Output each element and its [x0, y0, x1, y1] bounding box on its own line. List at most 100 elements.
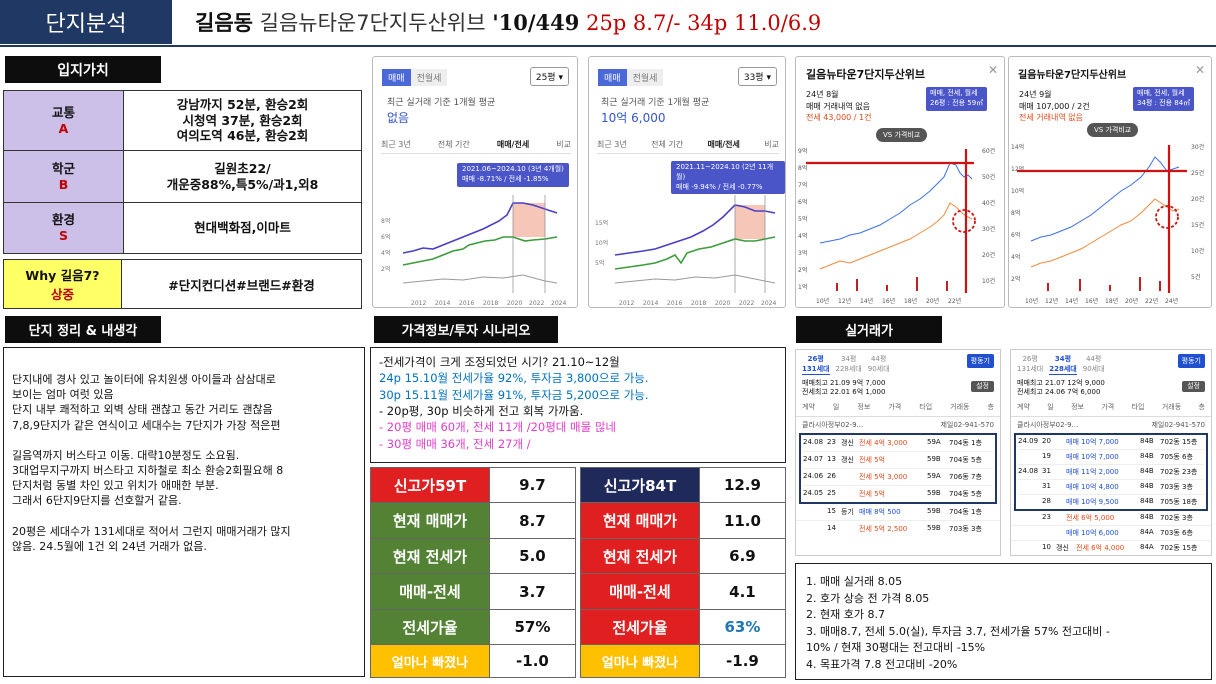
- panel3-badge[interactable]: 매매, 전세, 월세 26평 : 전용 59㎡: [926, 87, 988, 111]
- panel4-xtick: 16년: [1085, 297, 1098, 305]
- why-row: Why 길음7? 상중 #단지컨디션#브랜드#환경: [3, 259, 362, 309]
- title-complex: 길음뉴타운7단지두산위브: [259, 11, 486, 35]
- notes-body: 단지내에 경사 있고 놀이터에 유치원생 아이들과 삼삼대로 보이는 엄마 여럿…: [12, 373, 291, 553]
- summary-line: 2. 호가 상승 전 가격 8.05: [806, 591, 930, 605]
- table-row: 24.08 23 갱신 전세 4억 3,000 59A 704동 1층: [803, 435, 993, 452]
- cell: 14: [827, 523, 836, 532]
- cell: 24.08: [1018, 466, 1039, 475]
- metric-label: 얼마나 빠졌나: [370, 644, 490, 678]
- chart1-period-compare[interactable]: 비교: [556, 140, 571, 149]
- metric-row: 매매-전세 4.1: [580, 573, 787, 610]
- panel3-ytick: 3억: [798, 249, 807, 257]
- cell: 10: [1042, 542, 1051, 551]
- cell: [1056, 452, 1066, 462]
- panel4-compare-button[interactable]: VS 가격비교: [1087, 123, 1139, 137]
- cell: 매매 10억 7,000: [1066, 452, 1119, 461]
- trades84-setting-button[interactable]: 설정: [1182, 381, 1205, 393]
- title-district: 길음동: [195, 11, 253, 35]
- notes-box: 단지내에 경사 있고 놀이터에 유치원생 아이들과 삼삼대로 보이는 엄마 여럿…: [3, 347, 365, 677]
- chart1-period-3y[interactable]: 최근 3년: [381, 140, 411, 149]
- cell: 매매 8억 500: [859, 507, 901, 516]
- panel4-badge-size: 34평 : 전용 84㎡: [1137, 98, 1191, 107]
- table-row: 24.08 31 매매 11억 2,000 84B 702동 23층: [1018, 465, 1204, 480]
- agent-name: 제일02-941-570: [1151, 420, 1205, 429]
- chart1-size-select[interactable]: 25평 ▾: [529, 67, 569, 86]
- chart1-size-value: 25평: [535, 73, 556, 83]
- cell: 704동 1층: [949, 438, 982, 447]
- panel3-xtick: 12년: [838, 297, 851, 305]
- cell: [803, 507, 827, 517]
- panel3-ytick: 2억: [798, 266, 807, 274]
- scenario-line: - 20p평, 30p 비슷하게 전고 회복 가까움.: [379, 403, 584, 418]
- panel3-ytick: 4억: [798, 232, 807, 240]
- chart2-period-compare[interactable]: 비교: [764, 140, 779, 149]
- trades84-max-sale: 매매최고 21.07 12억 9,000: [1017, 379, 1105, 387]
- close-icon[interactable]: ✕: [1194, 63, 1205, 77]
- metric-value: 12.9: [698, 466, 787, 504]
- panel4-ytick-right: 30건: [1191, 143, 1204, 151]
- trades84-tab-26[interactable]: 26평 131세대: [1017, 355, 1044, 373]
- chart2-xtick: 2016: [667, 300, 682, 307]
- panel3-xtick: 20년: [926, 297, 939, 305]
- trades59-tab-34[interactable]: 34평 228세대: [835, 355, 862, 373]
- trades59-filter-button[interactable]: 평동기: [966, 354, 994, 368]
- trades59-tabs: 26평 131세대 34평 228세대 44평 90세대 평동기: [796, 350, 1000, 379]
- cell: 매매 10억 4,800: [1066, 482, 1119, 491]
- chart1-period-sale-rent[interactable]: 매매/전세: [496, 140, 530, 149]
- table-row: 매매 10억 6,000 84A 703동 6층: [1011, 526, 1211, 541]
- location-cat-school: 학군 B: [3, 150, 124, 203]
- chart1-tabs: 매매 전월세: [382, 69, 448, 86]
- trades84-tab-34[interactable]: 34평 228세대: [1049, 355, 1077, 375]
- chart2-tab-rent[interactable]: 전월세: [626, 69, 664, 86]
- chart2-size-select[interactable]: 33평 ▾: [737, 67, 777, 86]
- metric-label: 현재 매매가: [370, 502, 490, 539]
- trades84-tab-44[interactable]: 44평 90세대: [1082, 355, 1105, 373]
- panel3-highlight-circle: [952, 209, 976, 233]
- chart1-period-all[interactable]: 전체 기간: [437, 140, 470, 149]
- close-icon[interactable]: ✕: [987, 63, 998, 77]
- trades84-columns: 계약 일 정보 가격 타입 거래동 층: [1011, 398, 1211, 417]
- chart2-period-3y[interactable]: 최근 3년: [597, 140, 627, 149]
- cell: 전세 4억 3,000: [859, 438, 908, 447]
- chart2-period-sale-rent[interactable]: 매매/전세: [707, 140, 740, 149]
- cell: 전세 6억 4,000: [1076, 543, 1125, 552]
- chart2-value: 10억 6,000: [601, 111, 666, 125]
- section-tag: 단지분석: [0, 0, 172, 44]
- panel4-xtick: 20년: [1125, 297, 1138, 305]
- cell: 갱신: [841, 438, 854, 447]
- summary-line: 3. 매매8.7, 전세 5.0(실), 투자금 3.7, 전세가율 57% 전…: [806, 624, 1110, 638]
- metric-row: 전세가율 57%: [370, 608, 577, 646]
- chart2-xtick: 2022: [739, 300, 754, 307]
- cell: 24.07: [803, 454, 824, 463]
- summary-box: 1. 매매 실거래 8.05 2. 호가 상승 전 가격 8.05 2. 현재 …: [795, 563, 1212, 680]
- cell: [1056, 467, 1066, 477]
- panel3-ytick-right: 20건: [982, 251, 995, 259]
- cell: [841, 489, 859, 499]
- metric-label: 매매-전세: [580, 573, 700, 610]
- panel3-compare-button[interactable]: VS 가격비교: [876, 128, 928, 142]
- panel4-ytick: 12억: [1011, 165, 1024, 173]
- chart1-tab-rent[interactable]: 전월세: [410, 69, 448, 86]
- trades84-filter-button[interactable]: 평동기: [1177, 354, 1205, 368]
- panel4-xtick: 10년: [1025, 297, 1038, 305]
- chart1-tooltip-period: 2021.06~2024.10 (3년 4개월): [462, 165, 564, 173]
- chart2-tab-sale[interactable]: 매매: [598, 69, 627, 86]
- scenario-box: -전세가격이 크게 조정되었던 시기? 21.10~12월 24p 15.10월…: [370, 347, 786, 463]
- trades59-setting-button[interactable]: 설정: [971, 381, 994, 393]
- scenario-line: -전세가격이 크게 조정되었던 시기? 21.10~12월: [379, 355, 620, 369]
- metric-row: 전세가율 63%: [580, 608, 787, 646]
- panel3-sale-series: [819, 162, 973, 244]
- cell: [1018, 482, 1042, 492]
- chart2-period-all[interactable]: 전체 기간: [651, 140, 684, 149]
- trades59-tab-44[interactable]: 44평 90세대: [867, 355, 890, 373]
- notes-heading-label: 단지 정리 & 내생각: [28, 324, 138, 339]
- cell: 전세 5억 2,500: [859, 524, 908, 533]
- panel4-ytick-right: 20건: [1191, 195, 1204, 203]
- chart1-tab-sale[interactable]: 매매: [382, 69, 411, 86]
- panel4-badge[interactable]: 매매, 전세, 월세 34평 : 전용 84㎡: [1133, 87, 1195, 111]
- panel3-volume-bars: [836, 277, 948, 291]
- chart1-ytick: 6억: [381, 233, 390, 241]
- panel3-xtick: 18년: [904, 297, 917, 305]
- trades59-tab-26[interactable]: 26평 131세대: [802, 355, 830, 375]
- panel4-title: 길음뉴타운7단지두산위브: [1018, 70, 1127, 81]
